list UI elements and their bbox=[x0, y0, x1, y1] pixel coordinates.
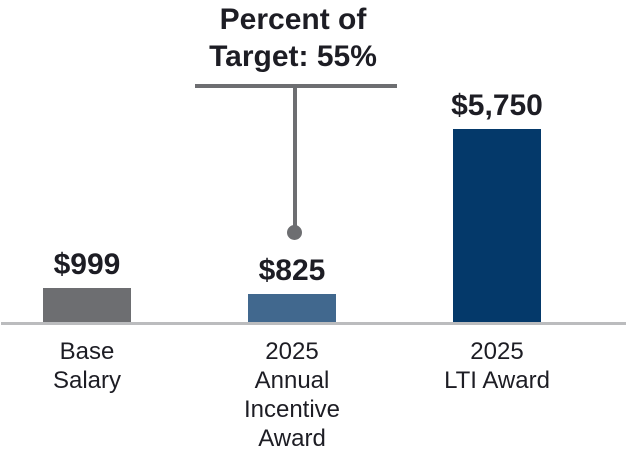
bar-group-base-salary: $999 Base Salary bbox=[0, 0, 192, 463]
annotation-percent-of-target: Percent of Target: 55% bbox=[209, 3, 377, 73]
category-label-annual-incentive: 2025 Annual Incentive Award bbox=[243, 338, 341, 452]
value-label-annual-incentive: $825 bbox=[258, 254, 326, 287]
annotation-pointer-dot-icon bbox=[287, 225, 302, 240]
category-label-lti-award: 2025 LTI Award bbox=[444, 338, 550, 394]
bar-annual-incentive bbox=[248, 294, 336, 322]
value-label-base-salary: $999 bbox=[53, 248, 121, 281]
bar-lti-award bbox=[453, 129, 541, 322]
category-label-base-salary: Base Salary bbox=[52, 338, 122, 394]
bar-group-annual-incentive: $825 2025 Annual Incentive Award bbox=[187, 0, 397, 463]
bar-base-salary bbox=[43, 288, 131, 322]
bar-group-lti-award: $5,750 2025 LTI Award bbox=[392, 0, 602, 463]
value-label-lti-award: $5,750 bbox=[451, 89, 543, 122]
x-axis-line bbox=[1, 322, 626, 325]
annotation-connector-line bbox=[293, 84, 297, 226]
